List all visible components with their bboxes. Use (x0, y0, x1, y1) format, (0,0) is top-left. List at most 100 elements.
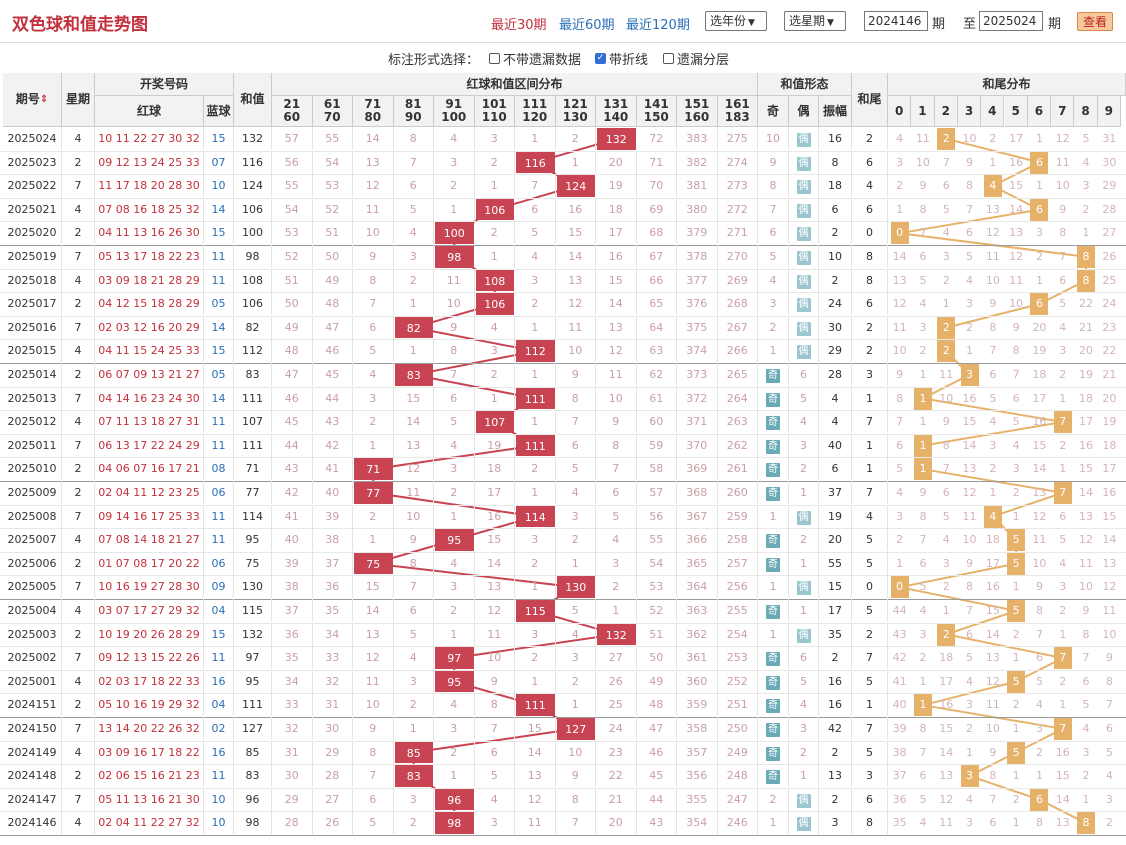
range-miss: 15 (475, 528, 515, 552)
tail-miss: 14 (892, 250, 907, 263)
year-select[interactable]: 选年份 ▼ (705, 11, 767, 31)
range-miss: 9 (475, 669, 515, 693)
tail-cell: 3 (852, 363, 888, 386)
odd-cell: 1 (758, 811, 789, 835)
range-miss: 1 (434, 504, 475, 528)
range-miss: 1 (556, 551, 596, 575)
sum-cell: 96 (234, 787, 272, 811)
tail-miss: 2 (1082, 769, 1090, 783)
header-range: 21 60 (272, 96, 313, 127)
row-divider (0, 764, 1126, 766)
header-range: 151 160 (677, 96, 718, 127)
issue-select[interactable]: 选星期 ▼ (784, 11, 846, 31)
even-cell: 2 (789, 740, 819, 764)
amp-cell: 30 (819, 315, 852, 339)
tail-miss: 1 (1035, 179, 1043, 193)
amp-cell: 3 (819, 811, 852, 835)
range-miss: 28 (272, 811, 313, 835)
amp-cell: 16 (819, 127, 852, 150)
range-miss: 4 (515, 245, 556, 268)
range-miss: 12 (556, 292, 596, 316)
range-miss: 36 (272, 622, 313, 646)
tail-miss: 7 (1059, 250, 1067, 263)
range-miss: 20 (596, 811, 637, 835)
range-miss: 3 (434, 575, 475, 599)
range-low: 71 (364, 97, 382, 111)
range-miss: 272 (718, 197, 758, 221)
option-polyline[interactable]: ✓ 带折线 (595, 49, 648, 68)
tail-miss: 11 (1032, 533, 1047, 547)
range-miss: 8 (556, 787, 596, 811)
row-divider (0, 197, 1126, 199)
tail-miss: 4 (966, 273, 974, 287)
option-no-miss[interactable]: 不带遗漏数据 (489, 49, 581, 68)
tail-miss: 13 (1079, 509, 1094, 523)
tail-miss: 2 (919, 651, 927, 665)
range-high: 60 (283, 110, 301, 124)
odd-badge: 奇 (766, 723, 780, 737)
tail-miss: 12 (892, 297, 907, 311)
tail-miss: 5 (1082, 132, 1090, 145)
even-cell: 偶 (789, 174, 819, 198)
tail-miss: 14 (985, 627, 1000, 641)
range-miss: 43 (313, 410, 353, 434)
sum-mark: 83 (394, 364, 433, 386)
even-cell: 偶 (789, 811, 819, 835)
amp-cell: 2 (819, 646, 852, 670)
range-miss: 12 (394, 457, 434, 481)
red-balls: 03 09 16 17 18 22 (95, 740, 204, 764)
sort-icon[interactable]: ⇕ (39, 94, 49, 105)
tail-miss: 8 (1059, 226, 1067, 240)
sum-mark: 106 (475, 293, 514, 315)
week-cell: 4 (62, 197, 95, 221)
period-120-link[interactable]: 最近120期 (626, 18, 690, 33)
range-miss: 370 (677, 433, 718, 457)
range-miss: 11 (353, 197, 394, 221)
range-miss: 1 (394, 339, 434, 363)
sum-mark: 100 (435, 222, 474, 244)
tail-miss: 7 (989, 344, 997, 358)
range-miss: 7 (475, 717, 515, 740)
view-button[interactable]: 查看 (1077, 12, 1113, 31)
blue-ball: 15 (204, 127, 234, 150)
tail-miss: 12 (1102, 580, 1117, 594)
range-miss: 2 (434, 481, 475, 504)
checkbox-checked-icon[interactable]: ✓ (595, 53, 606, 64)
range-miss: 55 (313, 127, 353, 150)
sum-cell: 111 (234, 386, 272, 410)
tail-cell: 6 (852, 787, 888, 811)
option-miss-layer[interactable]: 遗漏分层 (663, 49, 729, 68)
period-30-link[interactable]: 最近30期 (491, 18, 547, 33)
tail-miss: 15 (1079, 462, 1094, 476)
tail-miss: 7 (989, 792, 997, 806)
range-miss: 1 (475, 174, 515, 198)
tail-miss: 7 (1082, 651, 1090, 665)
checkbox-icon[interactable] (489, 53, 500, 64)
header-tail-digit: 3 (957, 96, 982, 127)
week-cell: 7 (62, 575, 95, 599)
checkbox-icon[interactable] (663, 53, 674, 64)
period-60-link[interactable]: 最近60期 (559, 18, 615, 33)
row-divider (0, 599, 1126, 600)
range-miss: 14 (394, 410, 434, 434)
range-miss: 11 (394, 481, 434, 504)
range-miss: 262 (718, 433, 758, 457)
amp-cell: 19 (819, 504, 852, 528)
range-miss: 66 (637, 268, 677, 292)
tail-miss: 4 (919, 297, 927, 311)
week-cell: 2 (62, 363, 95, 386)
sum-cell: 77 (234, 481, 272, 504)
range-miss: 60 (637, 410, 677, 434)
tail-miss: 9 (1012, 320, 1020, 334)
tail-cell: 2 (852, 127, 888, 150)
tail-miss: 4 (1059, 320, 1067, 334)
tail-mark: 2 (937, 128, 956, 150)
sum-mark: 98 (435, 246, 474, 268)
tail-miss: 9 (1059, 202, 1067, 216)
range-miss: 359 (677, 693, 718, 717)
from-issue-input[interactable]: 2024146 (864, 11, 928, 31)
odd-badge: 奇 (766, 439, 780, 454)
to-issue-input[interactable]: 2025024 (979, 11, 1043, 31)
range-miss: 51 (313, 221, 353, 245)
tail-mark: 8 (1077, 246, 1096, 268)
